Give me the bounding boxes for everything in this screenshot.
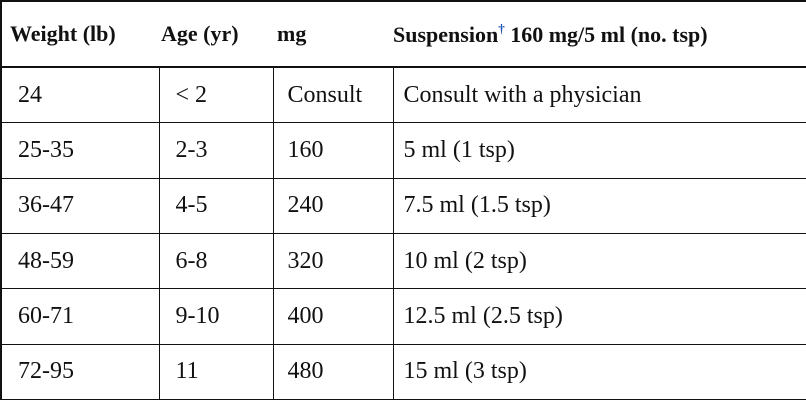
table-cell: 9-10 <box>158 288 274 345</box>
table-cell: 72-95 <box>0 343 160 400</box>
table-cell: 240 <box>272 177 394 234</box>
header-cell: Weight (lb) <box>0 0 159 68</box>
header-text: Suspension <box>393 21 499 47</box>
table-cell: < 2 <box>158 66 274 124</box>
table-row: 72-95 11 480 15 ml (3 tsp) <box>0 343 806 400</box>
table-cell: 11 <box>158 343 274 400</box>
table-cell: 7.5 ml (1.5 tsp) <box>392 177 806 234</box>
table-cell: 480 <box>272 343 394 400</box>
table-cell: 4-5 <box>158 177 274 234</box>
table-cell: 10 ml (2 tsp) <box>392 232 806 290</box>
table-cell: Consult <box>272 66 394 124</box>
table-row: 60-71 9-10 400 12.5 ml (2.5 tsp) <box>0 288 806 345</box>
table-cell: 24 <box>0 66 160 124</box>
table-row: 24 < 2 Consult Consult with a physician <box>0 66 806 124</box>
table-cell: 400 <box>272 288 394 345</box>
table-row: 36-47 4-5 240 7.5 ml (1.5 tsp) <box>0 177 806 234</box>
table-body: 24 < 2 Consult Consult with a physician 25-3… <box>0 66 806 400</box>
header-text: 160 mg/5 ml (no. tsp) <box>510 21 708 47</box>
table-cell: 60-71 <box>0 288 160 345</box>
table-row: 25-35 2-3 160 5 ml (1 tsp) <box>0 122 806 179</box>
footnote-mark: † <box>498 20 505 36</box>
table-cell: 5 ml (1 tsp) <box>392 122 806 179</box>
table-cell: 160 <box>272 122 394 179</box>
table-cell: 12.5 ml (2.5 tsp) <box>392 288 806 345</box>
table-cell: 36-47 <box>0 177 160 234</box>
table-cell: 48-59 <box>0 232 160 290</box>
table-cell: 320 <box>272 232 394 290</box>
header-row: Weight (lb) Age (yr) mg Suspension† 160 … <box>0 0 806 68</box>
table-cell: 25-35 <box>0 122 160 179</box>
header-cell: mg <box>273 0 393 68</box>
header-cell: Suspension† 160 mg/5 ml (no. tsp) <box>393 0 806 68</box>
header-cell: Age (yr) <box>159 0 273 68</box>
table-cell: 6-8 <box>158 232 274 290</box>
table-cell: Consult with a physician <box>392 66 806 124</box>
table-cell: 15 ml (3 tsp) <box>392 343 806 400</box>
table-row: 48-59 6-8 320 10 ml (2 tsp) <box>0 232 806 290</box>
table-cell: 2-3 <box>158 122 274 179</box>
